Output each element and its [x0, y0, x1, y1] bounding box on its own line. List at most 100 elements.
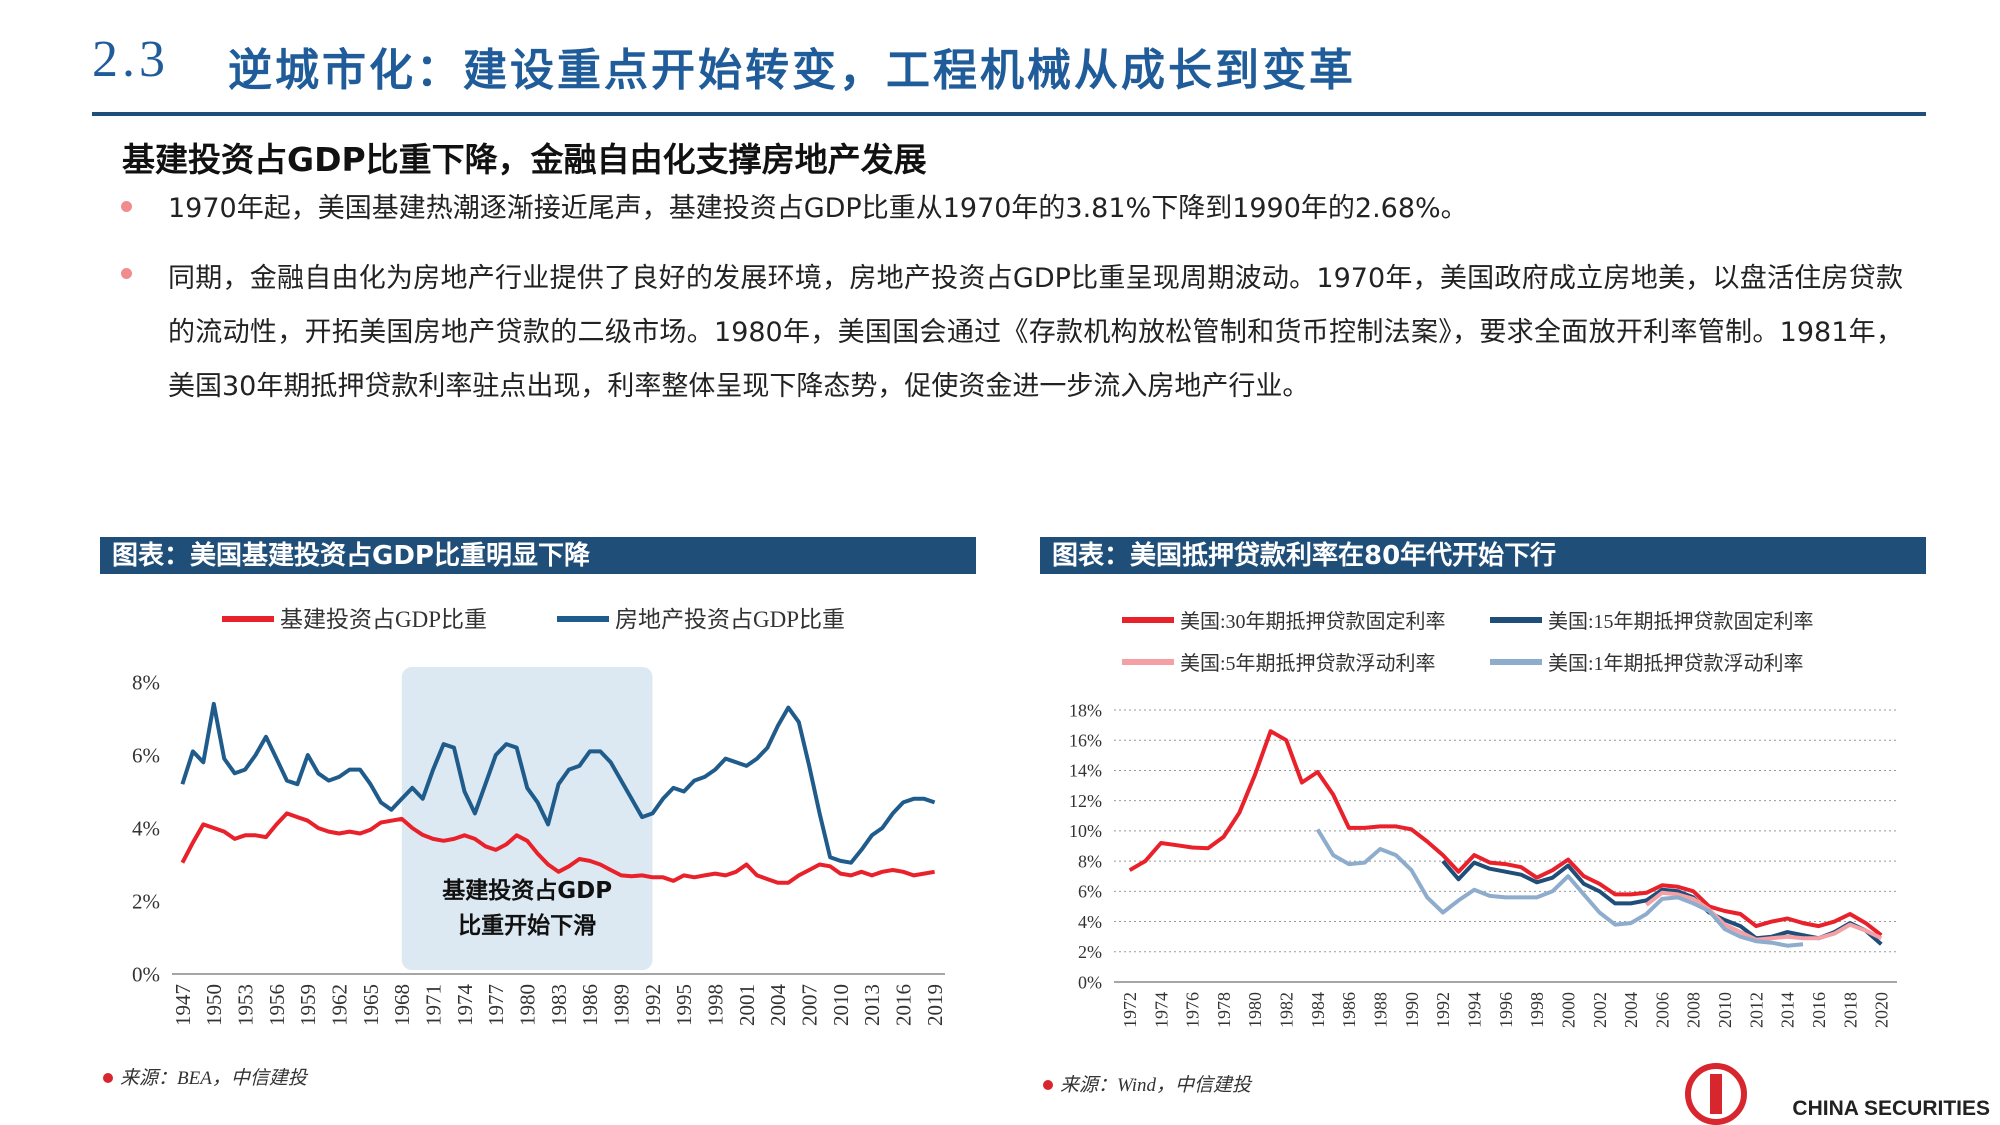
logo: CHINA SECURITIES	[1685, 1063, 1990, 1125]
legend-label: 美国:30年期抵押贷款固定利率	[1180, 610, 1446, 633]
x-tick-label: 1947	[171, 984, 195, 1026]
series-line	[1315, 828, 1804, 948]
x-tick-label: 1965	[359, 984, 383, 1026]
chart-title-bar	[1040, 537, 1926, 574]
source: 来源：Wind，中信建投	[1060, 1075, 1253, 1096]
x-tick-label: 1983	[547, 984, 571, 1026]
highlight-band	[401, 667, 653, 970]
x-tick-label: 2012	[1746, 992, 1766, 1028]
x-tick-label: 2014	[1778, 992, 1798, 1028]
y-tick-label: 6%	[132, 743, 160, 767]
x-tick-label: 2013	[860, 984, 884, 1026]
x-tick-label: 2018	[1840, 992, 1860, 1028]
x-tick-label: 1995	[672, 984, 696, 1026]
x-tick-label: 2000	[1558, 992, 1578, 1028]
x-tick-label: 1974	[1151, 992, 1171, 1028]
x-tick-label: 1998	[704, 984, 728, 1026]
x-tick-label: 1972	[1120, 992, 1140, 1028]
x-tick-label: 2004	[766, 984, 790, 1027]
series-line	[180, 811, 935, 885]
x-tick-label: 2008	[1684, 992, 1704, 1028]
logo-text: CHINA SECURITIES	[1792, 1097, 1990, 1120]
y-tick-label: 4%	[1078, 912, 1102, 932]
legend-label: 美国:15年期抵押贷款固定利率	[1548, 610, 1814, 633]
x-tick-label: 1992	[641, 984, 665, 1026]
source-dot	[103, 1073, 113, 1083]
x-tick-label: 2002	[1590, 992, 1610, 1028]
x-tick-label: 1982	[1277, 992, 1297, 1028]
x-tick-label: 2010	[829, 984, 853, 1026]
page-title: 逆城市化：建设重点开始转变，工程机械从成长到变革	[228, 45, 1356, 96]
x-tick-label: 2004	[1621, 992, 1641, 1028]
logo-mark	[1685, 1063, 1747, 1125]
x-tick-label: 1986	[578, 984, 602, 1026]
x-tick-label: 1984	[1308, 992, 1328, 1028]
x-tick-label: 1953	[233, 984, 257, 1026]
x-tick-label: 1974	[453, 984, 477, 1027]
x-tick-label: 1977	[484, 984, 508, 1026]
x-tick-label: 1950	[202, 984, 226, 1026]
y-tick-label: 18%	[1069, 700, 1102, 720]
source-dot	[1043, 1080, 1053, 1090]
series-line	[1645, 890, 1883, 942]
x-tick-label: 1980	[1245, 992, 1265, 1028]
annotation: 比重开始下滑	[458, 912, 596, 939]
x-tick-label: 1978	[1214, 992, 1234, 1028]
x-tick-label: 1992	[1433, 992, 1453, 1028]
x-tick-label: 2001	[735, 984, 759, 1026]
x-tick-label: 1994	[1464, 992, 1484, 1028]
y-tick-label: 16%	[1069, 731, 1102, 751]
subtitle: 基建投资占GDP比重下降，金融自由化支撑房地产发展	[122, 140, 927, 179]
bullet-dot	[121, 201, 132, 212]
chart-title: 图表：美国基建投资占GDP比重明显下降	[112, 540, 591, 571]
bullet-text: 1970年起，美国基建热潮逐渐接近尾声，基建投资占GDP比重从1970年的3.8…	[168, 193, 1468, 224]
source: 来源：BEA，中信建投	[120, 1068, 309, 1089]
x-tick-label: 1980	[516, 984, 540, 1026]
logo-mark	[1710, 1074, 1722, 1114]
y-tick-label: 8%	[132, 670, 160, 694]
x-tick-label: 1986	[1339, 992, 1359, 1028]
x-tick-label: 1971	[421, 984, 445, 1026]
x-tick-label: 1989	[610, 984, 634, 1026]
bullet-text: 同期，金融自由化为房地产行业提供了良好的发展环境，房地产投资占GDP比重呈现周期…	[168, 263, 1903, 402]
x-tick-label: 1998	[1527, 992, 1547, 1028]
y-tick-label: 10%	[1069, 821, 1102, 841]
x-tick-label: 2016	[1809, 992, 1829, 1028]
x-tick-label: 1990	[1402, 992, 1422, 1028]
x-tick-label: 1968	[390, 984, 414, 1026]
title-rule	[92, 112, 1926, 116]
chart-title-bar	[100, 537, 976, 574]
bullet-dot	[121, 268, 132, 279]
x-tick-label: 2006	[1652, 992, 1672, 1028]
x-tick-label: 2010	[1715, 992, 1735, 1028]
y-tick-label: 12%	[1069, 791, 1102, 811]
legend-label: 美国:1年期抵押贷款浮动利率	[1548, 652, 1804, 675]
y-tick-label: 6%	[1078, 882, 1102, 902]
y-tick-label: 4%	[132, 816, 160, 840]
y-tick-label: 14%	[1069, 761, 1102, 781]
y-tick-label: 8%	[1078, 851, 1102, 871]
legend-label: 美国:5年期抵押贷款浮动利率	[1180, 652, 1436, 675]
series-line	[1441, 859, 1883, 946]
y-tick-label: 2%	[132, 889, 160, 913]
chart-title: 图表：美国抵押贷款利率在80年代开始下行	[1052, 540, 1556, 571]
y-tick-label: 0%	[1078, 972, 1102, 992]
series-line	[1128, 729, 1883, 937]
x-tick-label: 2007	[798, 984, 822, 1026]
y-tick-label: 0%	[132, 962, 160, 986]
x-tick-label: 1976	[1183, 992, 1203, 1028]
legend-label: 房地产投资占GDP比重	[615, 607, 845, 632]
x-tick-label: 1996	[1496, 992, 1516, 1028]
annotation: 基建投资占GDP	[442, 878, 612, 904]
x-tick-label: 1962	[327, 984, 351, 1026]
x-tick-label: 2019	[923, 984, 947, 1026]
legend-label: 基建投资占GDP比重	[280, 607, 487, 632]
x-tick-label: 2016	[892, 984, 916, 1026]
series-line	[180, 701, 936, 865]
x-tick-label: 2020	[1872, 992, 1892, 1028]
x-tick-label: 1988	[1371, 992, 1391, 1028]
chart: 图表：美国抵押贷款利率在80年代开始下行 0% 2% 4% 6% 8% 10% 12% 14% 1…	[1040, 537, 1926, 1096]
section-number: 2.3	[92, 31, 169, 88]
